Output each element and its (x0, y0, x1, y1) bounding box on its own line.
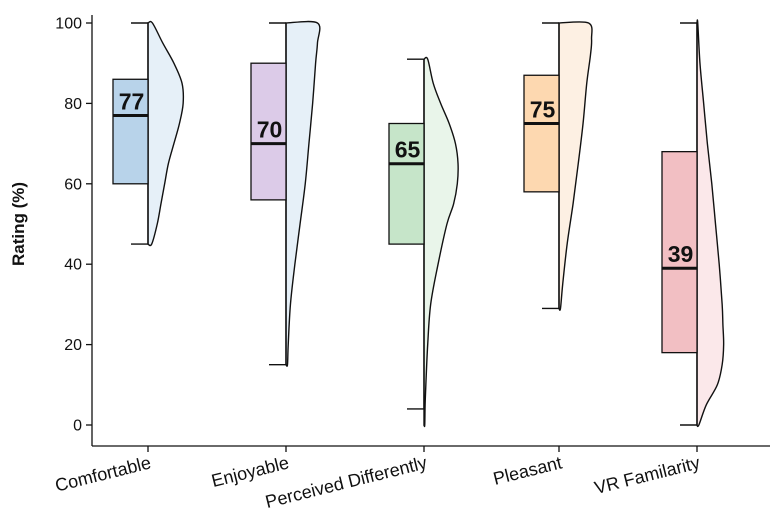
category-group: Enjoyable 70 (209, 20, 321, 491)
x-tick-label: Pleasant (491, 452, 564, 488)
y-axis-title: Rating (%) (9, 182, 28, 266)
category-group: VR Familarity 39 (592, 19, 725, 498)
violin-shape (423, 56, 459, 428)
violin-shape (147, 20, 185, 247)
x-tick-label: Comfortable (53, 452, 153, 495)
violin-shape (558, 21, 593, 311)
median-label: 70 (257, 117, 283, 143)
y-tick-label: 20 (64, 337, 82, 354)
y-tick-label: 40 (64, 257, 82, 274)
box-iqr (112, 78, 149, 185)
box-iqr (523, 74, 560, 193)
median-label: 39 (668, 241, 694, 267)
x-tick-label: Enjoyable (209, 452, 291, 491)
box-iqr (388, 122, 425, 245)
violin-shape (285, 20, 321, 367)
box-iqr (661, 150, 698, 354)
y-tick-label: 0 (73, 418, 82, 435)
box-iqr (250, 62, 287, 201)
y-tick-label: 60 (64, 176, 82, 193)
x-tick-label: VR Familarity (592, 452, 702, 498)
median-label: 77 (119, 88, 145, 114)
violin-shape (696, 19, 725, 428)
median-label: 75 (530, 97, 556, 123)
category-group: Pleasant 75 (491, 21, 593, 489)
plot-area: 020406080100Comfortable77Enjoyable70Perc… (53, 15, 770, 512)
median-label: 65 (395, 137, 421, 163)
y-tick-label: 100 (55, 16, 82, 33)
y-tick-label: 80 (64, 96, 82, 113)
